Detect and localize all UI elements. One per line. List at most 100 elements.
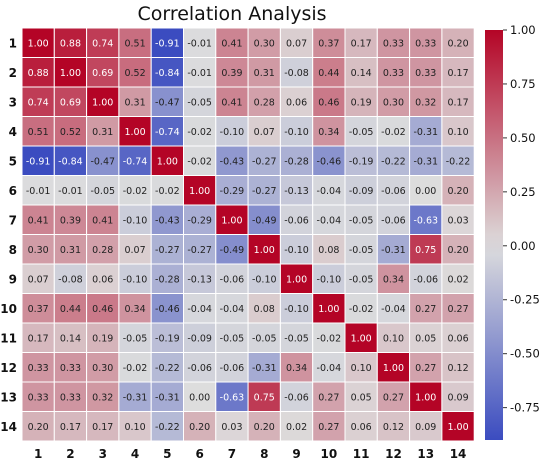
- cell-value-label: 0.06: [351, 422, 372, 433]
- cell-value-label: -0.02: [381, 127, 406, 138]
- cell-value-label: 0.07: [28, 274, 49, 285]
- cell-value-label: 0.07: [124, 245, 145, 256]
- cell-value-label: -0.04: [187, 304, 212, 315]
- heatmap-cell: [21, 86, 55, 117]
- cell-value-label: 0.19: [351, 97, 372, 108]
- cell-value-label: -0.02: [123, 363, 148, 374]
- cell-value-label: 0.39: [60, 215, 81, 226]
- x-tick-label: 10: [320, 447, 337, 461]
- colorbar: 1.00 0.75 0.50 0.25 0.00 -0.25 -0.50 -0.75: [485, 23, 540, 440]
- cell-value-label: 0.69: [92, 68, 113, 79]
- cell-value-label: 0.32: [92, 392, 113, 403]
- cell-value-label: 0.34: [286, 363, 307, 374]
- heatmap-cell: [312, 322, 346, 353]
- cell-value-label: 0.33: [415, 38, 436, 49]
- cell-value-label: -0.04: [381, 304, 406, 315]
- cell-value-label: 0.03: [221, 422, 242, 433]
- x-tick-label: 4: [131, 447, 139, 461]
- heatmap-cell: [441, 175, 475, 206]
- heatmap-cell: [183, 234, 217, 265]
- cell-value-label: 0.02: [447, 274, 468, 285]
- cell-value-label: 0.51: [124, 38, 145, 49]
- x-tick-label: 2: [66, 447, 74, 461]
- cell-value-label: 0.20: [254, 422, 275, 433]
- heatmap-cell: [409, 411, 443, 442]
- cell-value-label: 0.09: [415, 422, 436, 433]
- heatmap-cell: [53, 57, 88, 88]
- heatmap-cell: [21, 204, 55, 235]
- cell-value-label: -0.01: [187, 38, 212, 49]
- cell-value-label: -0.49: [252, 215, 277, 226]
- cell-value-label: 0.08: [318, 245, 339, 256]
- cell-value-label: -0.27: [155, 245, 180, 256]
- heatmap-cell: [247, 86, 281, 117]
- cell-value-label: 0.33: [383, 38, 404, 49]
- heatmap-cell: [53, 175, 88, 206]
- cell-value-label: -0.13: [284, 186, 309, 197]
- heatmap-cell: [118, 116, 152, 147]
- cell-value-label: -0.63: [413, 215, 438, 226]
- heatmap-cell: [86, 322, 120, 353]
- cell-value-label: 0.75: [254, 392, 275, 403]
- cell-value-label: 0.03: [447, 215, 468, 226]
- cell-value-label: 1.00: [318, 304, 339, 315]
- cell-value-label: 0.20: [28, 422, 49, 433]
- cell-value-label: -0.84: [58, 156, 83, 167]
- heatmap-cell: [183, 352, 217, 383]
- cell-value-label: 0.17: [351, 38, 372, 49]
- cell-value-label: 0.34: [383, 274, 404, 285]
- cell-value-label: 0.88: [60, 38, 81, 49]
- heatmap-cell: [441, 234, 475, 265]
- cell-value-label: -0.06: [413, 274, 438, 285]
- cell-value-label: -0.05: [349, 274, 374, 285]
- heatmap-cell: [247, 145, 281, 176]
- cell-value-label: -0.05: [252, 333, 277, 344]
- cell-value-label: 0.32: [415, 97, 436, 108]
- cell-value-label: -0.10: [284, 245, 309, 256]
- heatmap-cell: [441, 381, 475, 412]
- cell-value-label: 0.20: [447, 245, 468, 256]
- x-axis-tick-labels: 1 2 3 4 5 6 7 8 9 10 11 12 13 14: [34, 447, 466, 461]
- heatmap-cell: [376, 116, 411, 147]
- heatmap-cell: [279, 57, 314, 88]
- cell-value-label: 0.46: [318, 97, 339, 108]
- cell-value-label: 0.17: [447, 68, 468, 79]
- cell-value-label: -0.63: [220, 392, 245, 403]
- x-tick-label: 8: [260, 447, 268, 461]
- heatmap-cell: [279, 263, 314, 294]
- cell-value-label: 0.33: [415, 68, 436, 79]
- heatmap-cell: [118, 204, 152, 235]
- cell-value-label: 0.07: [286, 38, 307, 49]
- cell-value-label: -0.06: [381, 215, 406, 226]
- heatmap-cell: [215, 234, 249, 265]
- heatmap-cell: [441, 116, 475, 147]
- cell-value-label: 0.75: [415, 245, 436, 256]
- heatmap-cell: [247, 27, 281, 58]
- cell-value-label: 0.17: [447, 97, 468, 108]
- heatmap-cell: [409, 204, 443, 235]
- cell-value-label: 0.52: [124, 68, 145, 79]
- cell-value-label: -0.27: [252, 186, 277, 197]
- cell-value-label: 0.00: [415, 186, 436, 197]
- cell-value-label: -0.05: [349, 127, 374, 138]
- cell-value-label: 0.06: [286, 97, 307, 108]
- heatmap-cell: [344, 411, 378, 442]
- cell-value-label: 0.10: [351, 363, 372, 374]
- cell-value-label: -0.10: [123, 274, 148, 285]
- cell-value-label: -0.06: [220, 363, 245, 374]
- cell-value-label: -0.27: [252, 156, 277, 167]
- y-tick-label: 1: [9, 36, 17, 50]
- heatmap-cell: [86, 145, 120, 176]
- cell-value-label: 0.30: [28, 245, 49, 256]
- y-tick-label: 6: [9, 184, 17, 198]
- cell-value-label: -0.29: [220, 186, 245, 197]
- heatmap-cell: [215, 204, 249, 235]
- cell-value-label: 0.33: [28, 363, 49, 374]
- heatmap-cell: [53, 27, 88, 58]
- cell-value-label: -0.10: [123, 215, 148, 226]
- cell-value-label: -0.19: [349, 156, 374, 167]
- cell-value-label: 1.00: [157, 156, 178, 167]
- x-tick-label: 13: [417, 447, 434, 461]
